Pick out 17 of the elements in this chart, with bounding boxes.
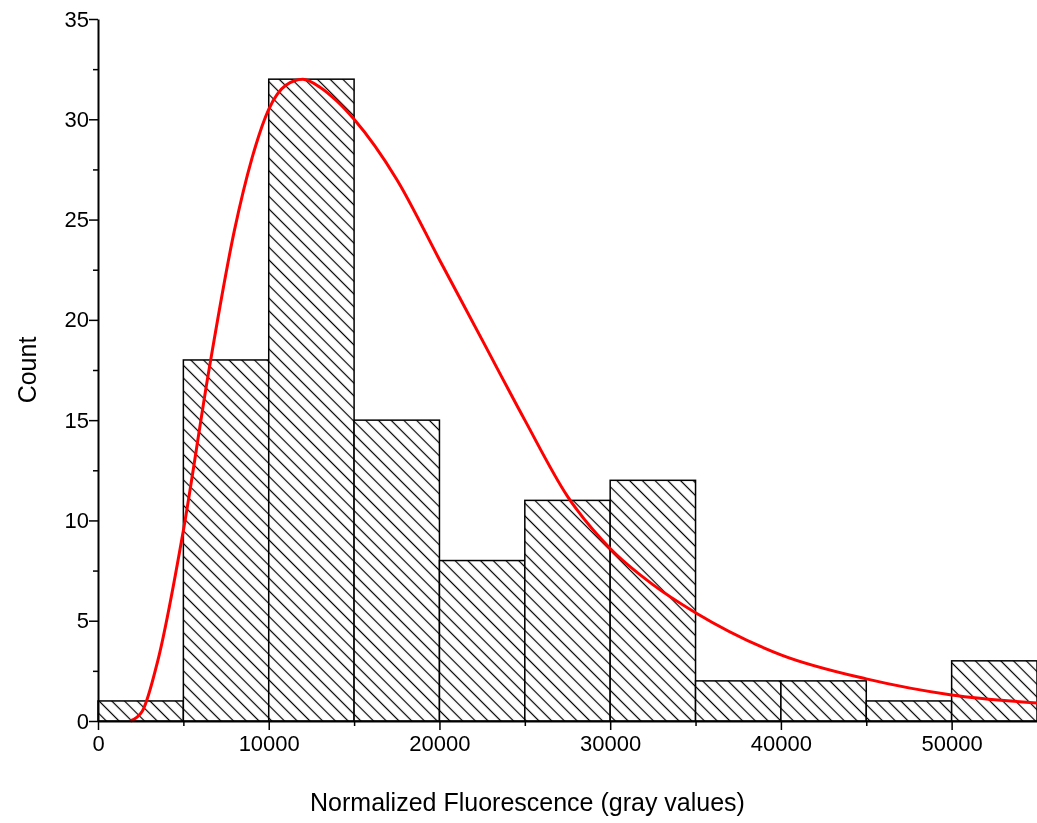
- x-tick-label: 20000: [409, 730, 471, 756]
- y-tick-label: 10: [64, 507, 89, 533]
- x-tick-label: 10000: [238, 730, 300, 756]
- y-tick-label: 35: [64, 6, 89, 32]
- y-tick-label: 0: [76, 708, 89, 734]
- x-axis-title: Normalized Fluorescence (gray values): [310, 788, 745, 816]
- y-tick-label: 15: [64, 407, 89, 433]
- line-series: [128, 77, 1037, 723]
- x-tick-label: 30000: [580, 730, 642, 756]
- x-tick-label: 40000: [750, 730, 812, 756]
- y-tick-label: 5: [76, 608, 89, 634]
- y-tick-label: 20: [64, 307, 89, 333]
- x-tick-label: 50000: [921, 730, 983, 756]
- y-axis-title: Count: [13, 336, 41, 404]
- x-tick-label: 0: [92, 730, 105, 756]
- y-tick-label: 25: [64, 207, 89, 233]
- y-tick-label: 30: [64, 106, 89, 132]
